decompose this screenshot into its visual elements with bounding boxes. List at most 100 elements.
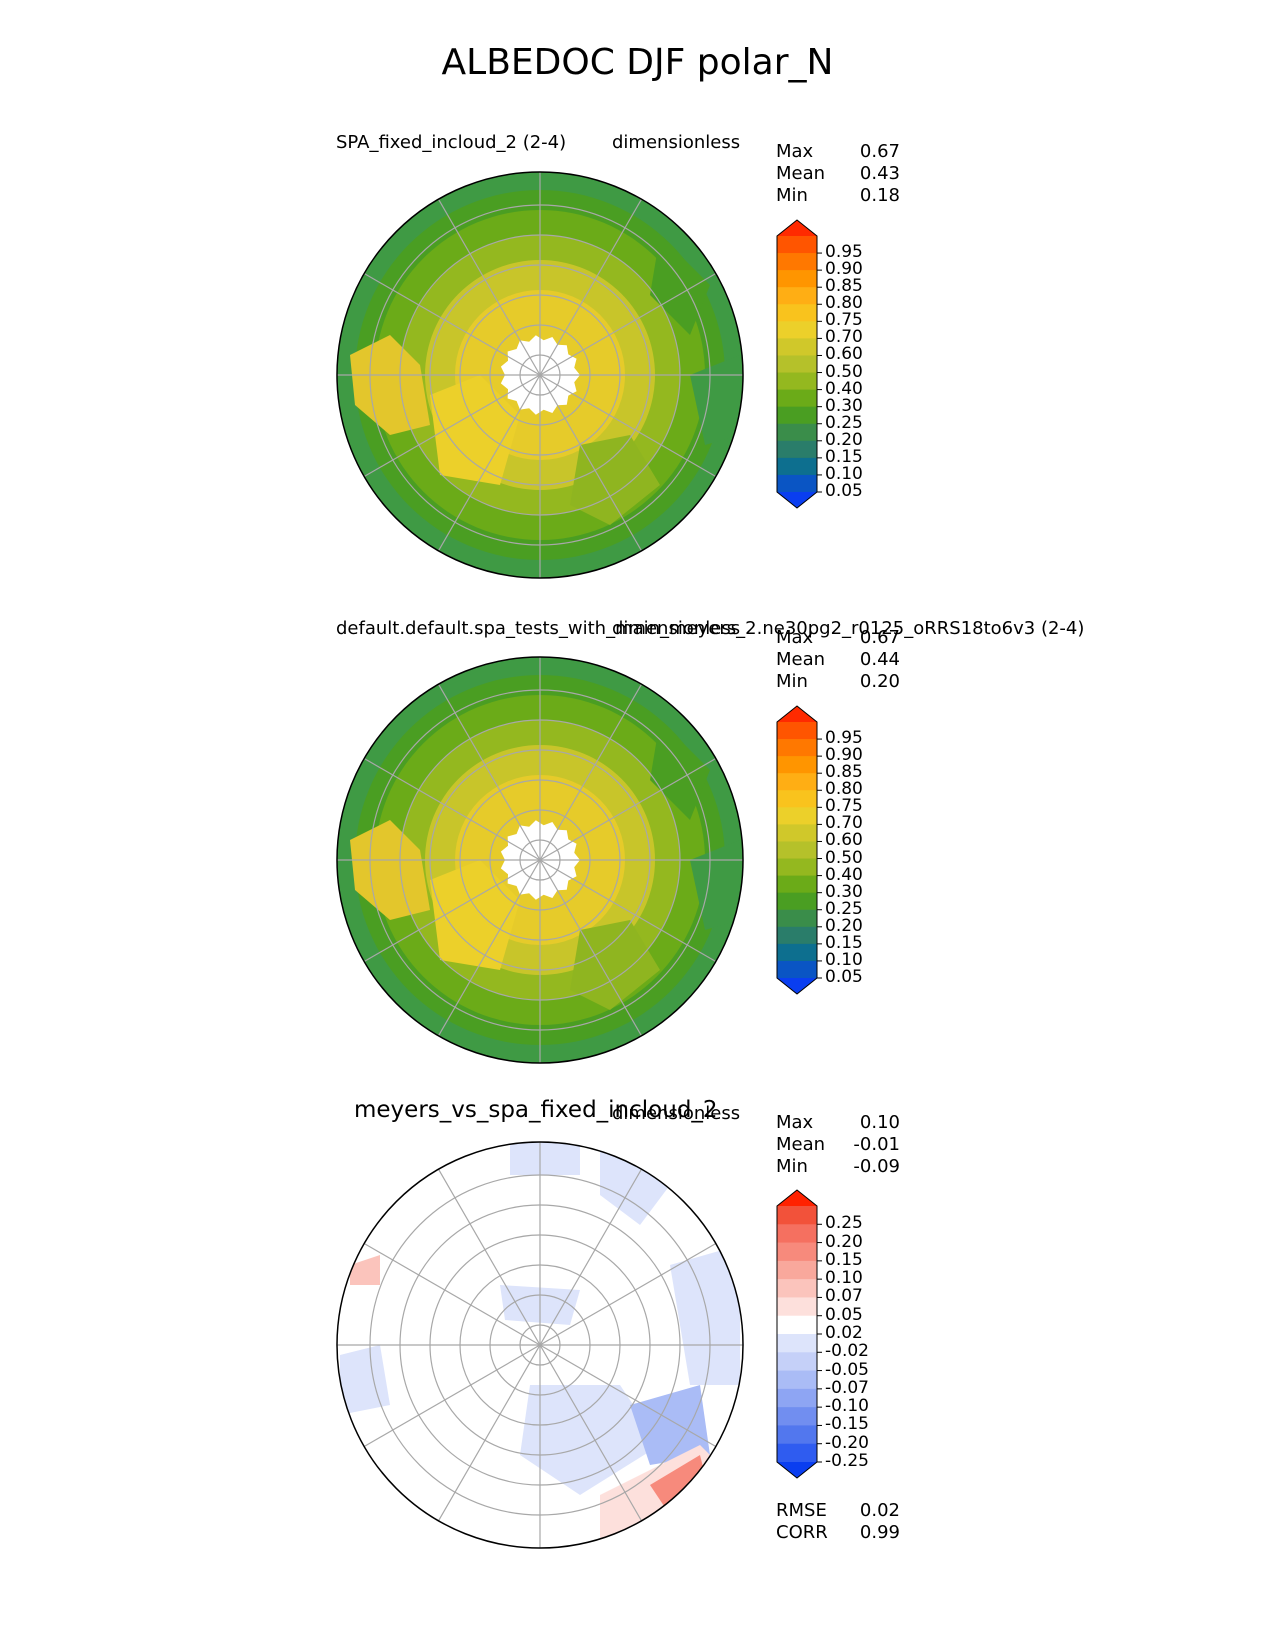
colorbar-segment: [777, 926, 817, 945]
stat-value-min: 0.20: [859, 671, 900, 692]
stat-label-min: Min: [776, 185, 808, 206]
colorbar-segment: [777, 909, 817, 928]
colorbar-ref: [776, 705, 822, 995]
colorbar-segment: [777, 440, 817, 459]
diff-neg-atlantic: [670, 1245, 740, 1385]
colorbar-segment: [777, 1425, 817, 1445]
colorbar-tick-label: 0.25: [825, 412, 863, 433]
colorbar-tick-label: 0.20: [825, 429, 863, 450]
meridian-line: [363, 272, 717, 478]
colorbar-segment: [777, 1206, 817, 1225]
colorbar-segment: [777, 773, 817, 791]
colorbar-segment: [777, 1370, 817, 1390]
colorbar-tick-label: 0.10: [825, 949, 863, 970]
colorbar-tick-label: 0.05: [825, 481, 863, 501]
stat-value-mean: 0.44: [859, 649, 900, 670]
colorbar-segment: [777, 389, 817, 408]
colorbar-tick-label: 0.50: [825, 361, 863, 382]
greenland-high-albedo: [350, 820, 430, 920]
diff-neg-eurasia: [520, 1385, 660, 1495]
diff-neg-top: [510, 1142, 580, 1175]
colorbar-tick-label: 0.10: [825, 1268, 863, 1289]
canada-high-albedo: [430, 860, 520, 970]
colorbar-tick-label: 0.20: [825, 1231, 863, 1252]
colorbar-extend-max: [777, 220, 817, 236]
colorbar-segment: [777, 321, 817, 339]
graticule: [337, 1142, 743, 1548]
colorbar-extend-min: [777, 1462, 817, 1478]
colorbar-tick-label: 0.30: [825, 881, 863, 902]
colorbar-segment: [777, 1443, 817, 1463]
meridian-line: [363, 1242, 717, 1448]
colorbar-segment: [777, 756, 817, 774]
colorbar-tick-label: -0.02: [825, 1341, 869, 1362]
colorbar-segment: [777, 875, 817, 894]
panel-diff-title: meyers_vs_spa_fixed_incloud_2: [354, 1097, 718, 1123]
colorbar-tick-label: 0.05: [825, 1304, 863, 1325]
stat-label-max: Max: [776, 627, 814, 648]
diff-neg-ne: [600, 1145, 670, 1225]
greenland-high-albedo: [350, 335, 430, 435]
colorbar-segment: [777, 372, 817, 391]
stat-value-min: 0.18: [859, 185, 900, 206]
stat-value-mean: 0.43: [859, 163, 900, 184]
europe-mid-albedo: [570, 435, 660, 525]
colorbar-segment: [777, 722, 817, 740]
colorbar-tick-label: 0.40: [825, 378, 863, 399]
panel-test-units: dimensionless: [612, 132, 741, 153]
colorbar-segment: [777, 1224, 817, 1244]
page-title: ALBEDOC DJF polar_N: [441, 42, 834, 83]
colorbar-segment: [777, 338, 817, 356]
europe-mid-albedo: [570, 920, 660, 1010]
colorbar-segment: [777, 457, 817, 476]
colorbar-tick-label: 0.70: [825, 327, 863, 348]
colorbar-tick-label: 0.95: [825, 242, 863, 263]
metric-value-corr: 0.99: [859, 1522, 900, 1543]
colorbar-tick-label: 0.10: [825, 463, 863, 484]
colorbar-tick-label: 0.07: [825, 1286, 863, 1307]
metric-label-corr: CORR: [776, 1522, 828, 1543]
colorbar-segment: [777, 1388, 817, 1408]
colorbar-segment: [777, 1407, 817, 1426]
colorbar-tick-label: -0.20: [825, 1432, 869, 1453]
stat-label-max: Max: [776, 1112, 814, 1133]
colorbar-diff: [776, 1189, 822, 1479]
diff-neg-west: [340, 1345, 390, 1415]
colorbar-segment: [777, 943, 817, 962]
colorbar-tick-label: -0.10: [825, 1396, 869, 1417]
graticule: [337, 172, 743, 578]
colorbar-segment: [777, 1297, 817, 1317]
colorbar-tick-label: 0.15: [825, 1249, 863, 1270]
colorbar-segment: [777, 253, 817, 271]
colorbar-tick-label: 0.85: [825, 762, 863, 783]
colorbar-segment: [777, 739, 817, 757]
metric-label-rmse: RMSE: [776, 1500, 827, 1521]
colorbar-test: [776, 219, 822, 509]
colorbar-extend-max: [777, 1190, 817, 1206]
colorbar-segment: [777, 1352, 817, 1372]
colorbar-segment: [777, 807, 817, 825]
colorbar-segment: [777, 892, 817, 911]
colorbar-tick-label: 0.25: [825, 1213, 863, 1234]
stat-label-max: Max: [776, 141, 814, 162]
map-boundary: [336, 171, 744, 579]
colorbar-tick-label: 0.60: [825, 830, 863, 851]
stat-value-mean: -0.01: [853, 1134, 900, 1155]
panel-ref-title: default.default.spa_tests_with_main_meye…: [336, 618, 1085, 639]
colorbar-segment: [777, 858, 817, 877]
colorbar-tick-label: 0.85: [825, 276, 863, 297]
colorbar-segment: [777, 824, 817, 842]
colorbar-extend-min: [777, 978, 817, 994]
colorbar-tick-label: 0.40: [825, 864, 863, 885]
colorbar-segment: [777, 270, 817, 288]
colorbar-tick-label: 0.80: [825, 779, 863, 800]
colorbar-segment: [777, 790, 817, 808]
panel-test-title: SPA_fixed_incloud_2 (2-4): [336, 132, 567, 153]
colorbar-segment: [777, 355, 817, 374]
colorbar-segment: [777, 1260, 817, 1280]
diff-neg-strong: [630, 1385, 710, 1465]
colorbar-tick-label: 0.30: [825, 395, 863, 416]
map-boundary: [336, 656, 744, 1064]
diff-pos-west: [350, 1255, 380, 1285]
